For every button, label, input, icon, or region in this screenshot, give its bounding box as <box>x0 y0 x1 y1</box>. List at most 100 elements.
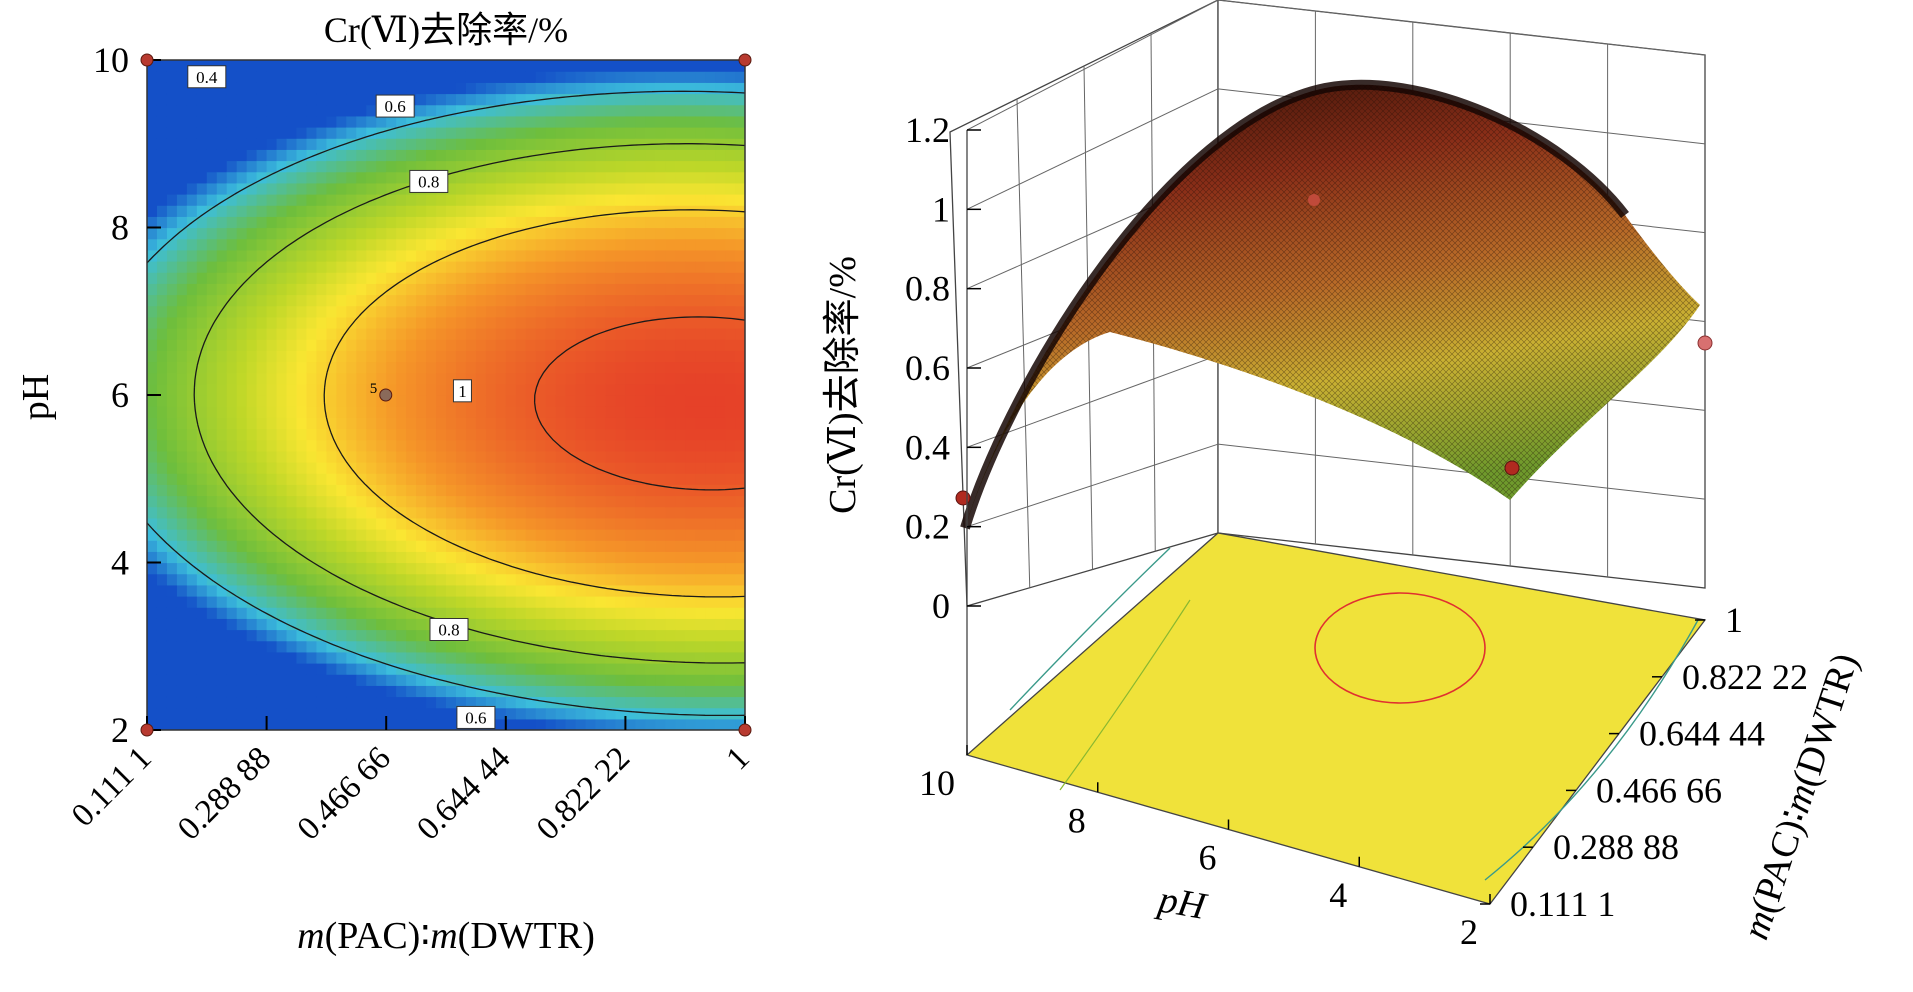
heatmap-cell <box>695 305 706 318</box>
heatmap-cell <box>306 104 318 117</box>
heatmap-cell <box>336 651 347 664</box>
heatmap-cell <box>605 283 617 296</box>
heatmap-cell <box>475 149 487 162</box>
heatmap-cell <box>595 350 607 363</box>
heatmap-cell <box>266 618 278 631</box>
heatmap-cell <box>545 238 557 251</box>
heatmap-cell <box>196 484 208 497</box>
ratio-axis-ticks: 0.111 10.288 880.466 660.644 440.822 221 <box>1480 600 1808 924</box>
heatmap-cell <box>446 506 457 519</box>
heatmap-cell <box>356 718 367 730</box>
heatmap-cell <box>436 406 447 418</box>
heatmap-cell <box>226 395 238 407</box>
heatmap-cell <box>485 495 497 508</box>
heatmap-cell <box>515 71 527 83</box>
heatmap-cell <box>565 194 577 206</box>
heatmap-cell <box>386 607 397 619</box>
heatmap-cell <box>495 484 507 497</box>
heatmap-cell <box>565 104 577 117</box>
heatmap-cell <box>655 428 666 441</box>
heatmap-cell <box>166 350 178 363</box>
heatmap-cell <box>326 629 337 642</box>
heatmap-cell <box>216 406 228 418</box>
heatmap-cell <box>206 450 218 463</box>
heatmap-cell <box>166 339 178 351</box>
heatmap-cell <box>585 428 597 441</box>
heatmap-cell <box>675 707 686 720</box>
heatmap-cell <box>306 138 318 150</box>
heatmap-cell <box>156 216 168 229</box>
heatmap-cell <box>585 439 597 452</box>
heatmap-cell <box>306 372 318 385</box>
heatmap-cell <box>246 685 258 698</box>
heatmap-cell <box>236 283 248 296</box>
heatmap-cell <box>246 316 258 329</box>
heatmap-cell <box>356 71 367 83</box>
heatmap-cell <box>735 584 745 597</box>
z-tick-label: 1.2 <box>905 110 950 150</box>
heatmap-cell <box>525 596 537 608</box>
heatmap-cell <box>266 328 278 340</box>
xlabel-m1: m <box>297 915 324 957</box>
heatmap-cell <box>595 171 607 184</box>
heatmap-cell <box>575 573 587 586</box>
heatmap-cell <box>515 115 527 128</box>
heatmap-cell <box>426 696 437 709</box>
heatmap-cell <box>455 227 467 240</box>
heatmap-cell <box>147 607 158 619</box>
heatmap-cell <box>186 305 198 318</box>
heatmap-cell <box>376 584 387 597</box>
heatmap-cell <box>585 272 597 284</box>
heatmap-cell <box>585 640 597 653</box>
heatmap-cell <box>236 249 248 262</box>
heatmap-cell <box>246 272 258 284</box>
heatmap-cell <box>186 316 198 329</box>
heatmap-cell <box>725 607 736 619</box>
heatmap-cell <box>715 227 726 240</box>
heatmap-cell <box>236 93 248 106</box>
heatmap-cell <box>675 506 686 519</box>
heatmap-cell <box>196 473 208 485</box>
heatmap-cell <box>336 361 347 374</box>
heatmap-cell <box>346 540 357 552</box>
ratio-tick-label: 0.111 1 <box>1510 884 1615 924</box>
heatmap-cell <box>545 149 557 162</box>
heatmap-cell <box>366 473 377 485</box>
heatmap-cell <box>376 339 387 351</box>
heatmap-cell <box>326 674 337 686</box>
heatmap-cell <box>585 149 597 162</box>
heatmap-cell <box>665 60 676 72</box>
heatmap-cell <box>705 573 716 586</box>
heatmap-cell <box>336 696 347 709</box>
heatmap-cell <box>276 71 288 83</box>
heatmap-cell <box>396 406 407 418</box>
heatmap-cell <box>436 707 447 720</box>
heatmap-cell <box>535 573 547 586</box>
heatmap-cell <box>306 249 318 262</box>
heatmap-cell <box>176 707 188 720</box>
heatmap-cell <box>386 707 397 720</box>
heatmap-cell <box>595 227 607 240</box>
heatmap-cell <box>196 149 208 162</box>
heatmap-cell <box>246 395 258 407</box>
heatmap-cell <box>495 473 507 485</box>
heatmap-cell <box>416 696 427 709</box>
heatmap-cell <box>256 60 268 72</box>
heatmap-cell <box>695 596 706 608</box>
heatmap-cell <box>585 406 597 418</box>
heatmap-cell <box>256 596 268 608</box>
heatmap-cell <box>186 350 198 363</box>
heatmap-cell <box>366 361 377 374</box>
heatmap-cell <box>316 71 327 83</box>
heatmap-cell <box>495 339 507 351</box>
heatmap-cell <box>485 584 497 597</box>
heatmap-cell <box>426 707 437 720</box>
heatmap-cell <box>555 607 567 619</box>
heatmap-cell <box>535 674 547 686</box>
heatmap-cell <box>645 651 656 664</box>
heatmap-cell <box>196 495 208 508</box>
heatmap-cell <box>455 540 467 552</box>
heatmap-cell <box>406 249 417 262</box>
heatmap-cell <box>615 484 626 497</box>
heatmap-cell <box>535 82 547 95</box>
